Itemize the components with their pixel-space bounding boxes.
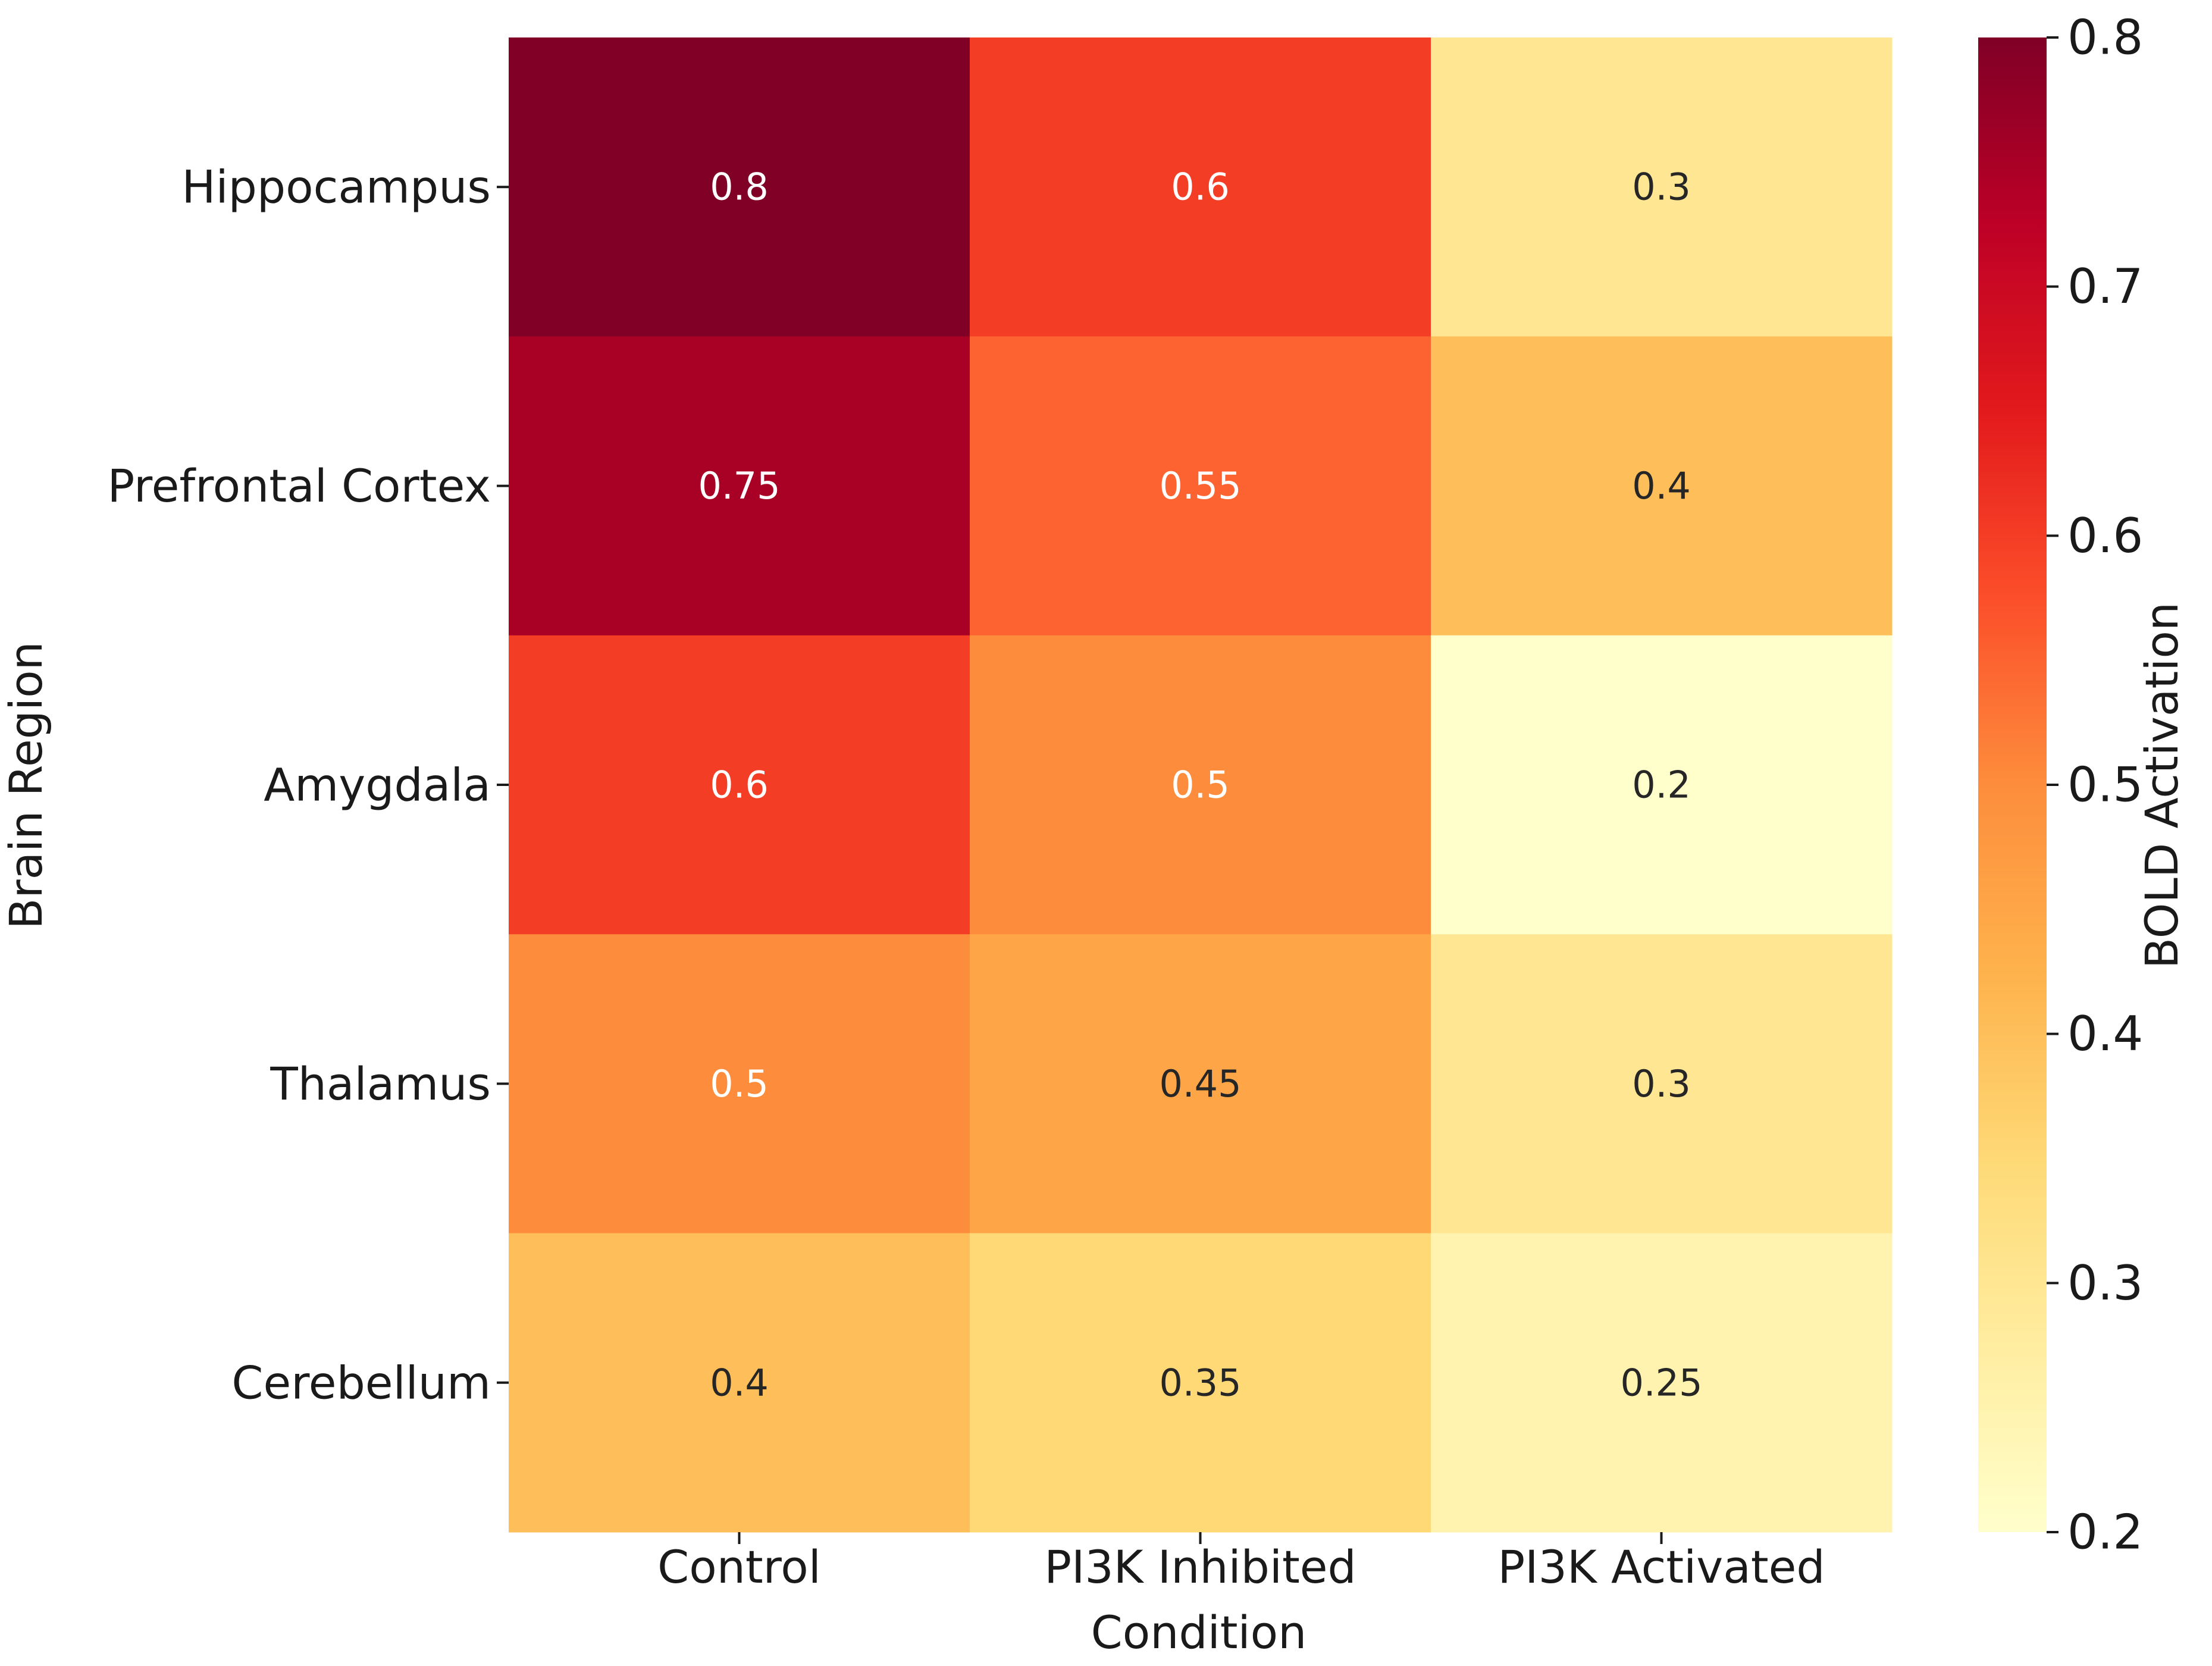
y-tick-label: Cerebellum xyxy=(231,1356,491,1409)
cell-value-label: 0.45 xyxy=(1159,1062,1241,1106)
cell-value-label: 0.5 xyxy=(1171,763,1230,807)
heatmap-cell xyxy=(1431,635,1893,935)
colorbar-tick-label: 0.5 xyxy=(2067,757,2143,813)
cell-value-label: 0.3 xyxy=(1632,1062,1691,1106)
heatmap-cell xyxy=(1431,934,1893,1234)
cell-value-label: 0.2 xyxy=(1632,763,1691,807)
y-tick-label: Amygdala xyxy=(264,759,491,812)
cell-value-label: 0.35 xyxy=(1159,1361,1241,1404)
x-axis: Control PI3K Inhibited PI3K Activated xyxy=(657,1532,1825,1593)
cell-value-labels: 0.8 0.6 0.3 0.75 0.55 0.4 0.6 0.5 0.2 0.5 0.45 0.3 0… xyxy=(698,165,1702,1405)
cell-value-label: 0.8 xyxy=(710,165,769,209)
colorbar: 0.2 0.3 0.4 0.5 0.6 0.7 0.8 BOLD Activation xyxy=(1978,10,2188,1560)
colorbar-tick-label: 0.8 xyxy=(2067,10,2143,65)
cell-value-label: 0.6 xyxy=(710,763,769,807)
x-tick-label: PI3K Inhibited xyxy=(1044,1540,1356,1593)
heatmap-cell xyxy=(1431,1233,1893,1533)
heatmap-cell xyxy=(509,336,970,636)
colorbar-tick-label: 0.4 xyxy=(2067,1006,2143,1061)
colorbar-label: BOLD Activation xyxy=(2135,602,2188,969)
cell-value-label: 0.25 xyxy=(1620,1361,1702,1404)
y-tick-label: Prefrontal Cortex xyxy=(108,459,491,512)
heatmap-cell xyxy=(509,1233,970,1533)
cell-value-label: 0.75 xyxy=(698,464,780,508)
y-axis: Hippocampus Prefrontal Cortex Amygdala Thal… xyxy=(108,161,509,1409)
cell-value-label: 0.4 xyxy=(710,1361,769,1404)
heatmap-cell xyxy=(509,37,970,337)
colorbar-tick-label: 0.3 xyxy=(2067,1255,2143,1311)
cell-value-label: 0.4 xyxy=(1632,464,1691,508)
cell-value-label: 0.6 xyxy=(1171,165,1230,209)
x-tick-label: Control xyxy=(657,1540,821,1593)
colorbar-tick-label: 0.7 xyxy=(2067,259,2143,314)
x-axis-title: Condition xyxy=(1091,1606,1307,1659)
heatmap-cell xyxy=(970,336,1431,636)
colorbar-ticks: 0.2 0.3 0.4 0.5 0.6 0.7 0.8 xyxy=(2047,10,2143,1560)
heatmap-cell xyxy=(970,934,1431,1234)
y-tick-label: Thalamus xyxy=(270,1057,491,1110)
colorbar-tick-label: 0.2 xyxy=(2067,1505,2143,1560)
colorbar-gradient xyxy=(1978,37,2047,1532)
x-tick-label: PI3K Activated xyxy=(1497,1540,1825,1593)
heatmap-cell xyxy=(970,635,1431,935)
cell-value-label: 0.55 xyxy=(1159,464,1241,508)
y-tick-label: Hippocampus xyxy=(181,161,491,214)
y-axis-title: Brain Region xyxy=(0,641,52,929)
heatmap-cells xyxy=(509,37,1893,1533)
heatmap-cell xyxy=(509,934,970,1234)
colorbar-tick-label: 0.6 xyxy=(2067,508,2143,563)
heatmap-cell xyxy=(509,635,970,935)
cell-value-label: 0.5 xyxy=(710,1062,769,1106)
heatmap-cell xyxy=(1431,336,1893,636)
heatmap-cell xyxy=(1431,37,1893,337)
heatmap-cell xyxy=(970,1233,1431,1533)
cell-value-label: 0.3 xyxy=(1632,165,1691,209)
heatmap-cell xyxy=(970,37,1431,337)
